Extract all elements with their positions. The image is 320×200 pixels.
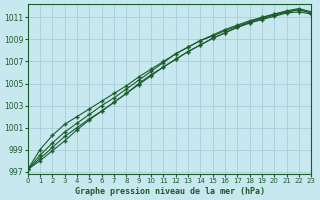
X-axis label: Graphe pression niveau de la mer (hPa): Graphe pression niveau de la mer (hPa) xyxy=(75,187,265,196)
